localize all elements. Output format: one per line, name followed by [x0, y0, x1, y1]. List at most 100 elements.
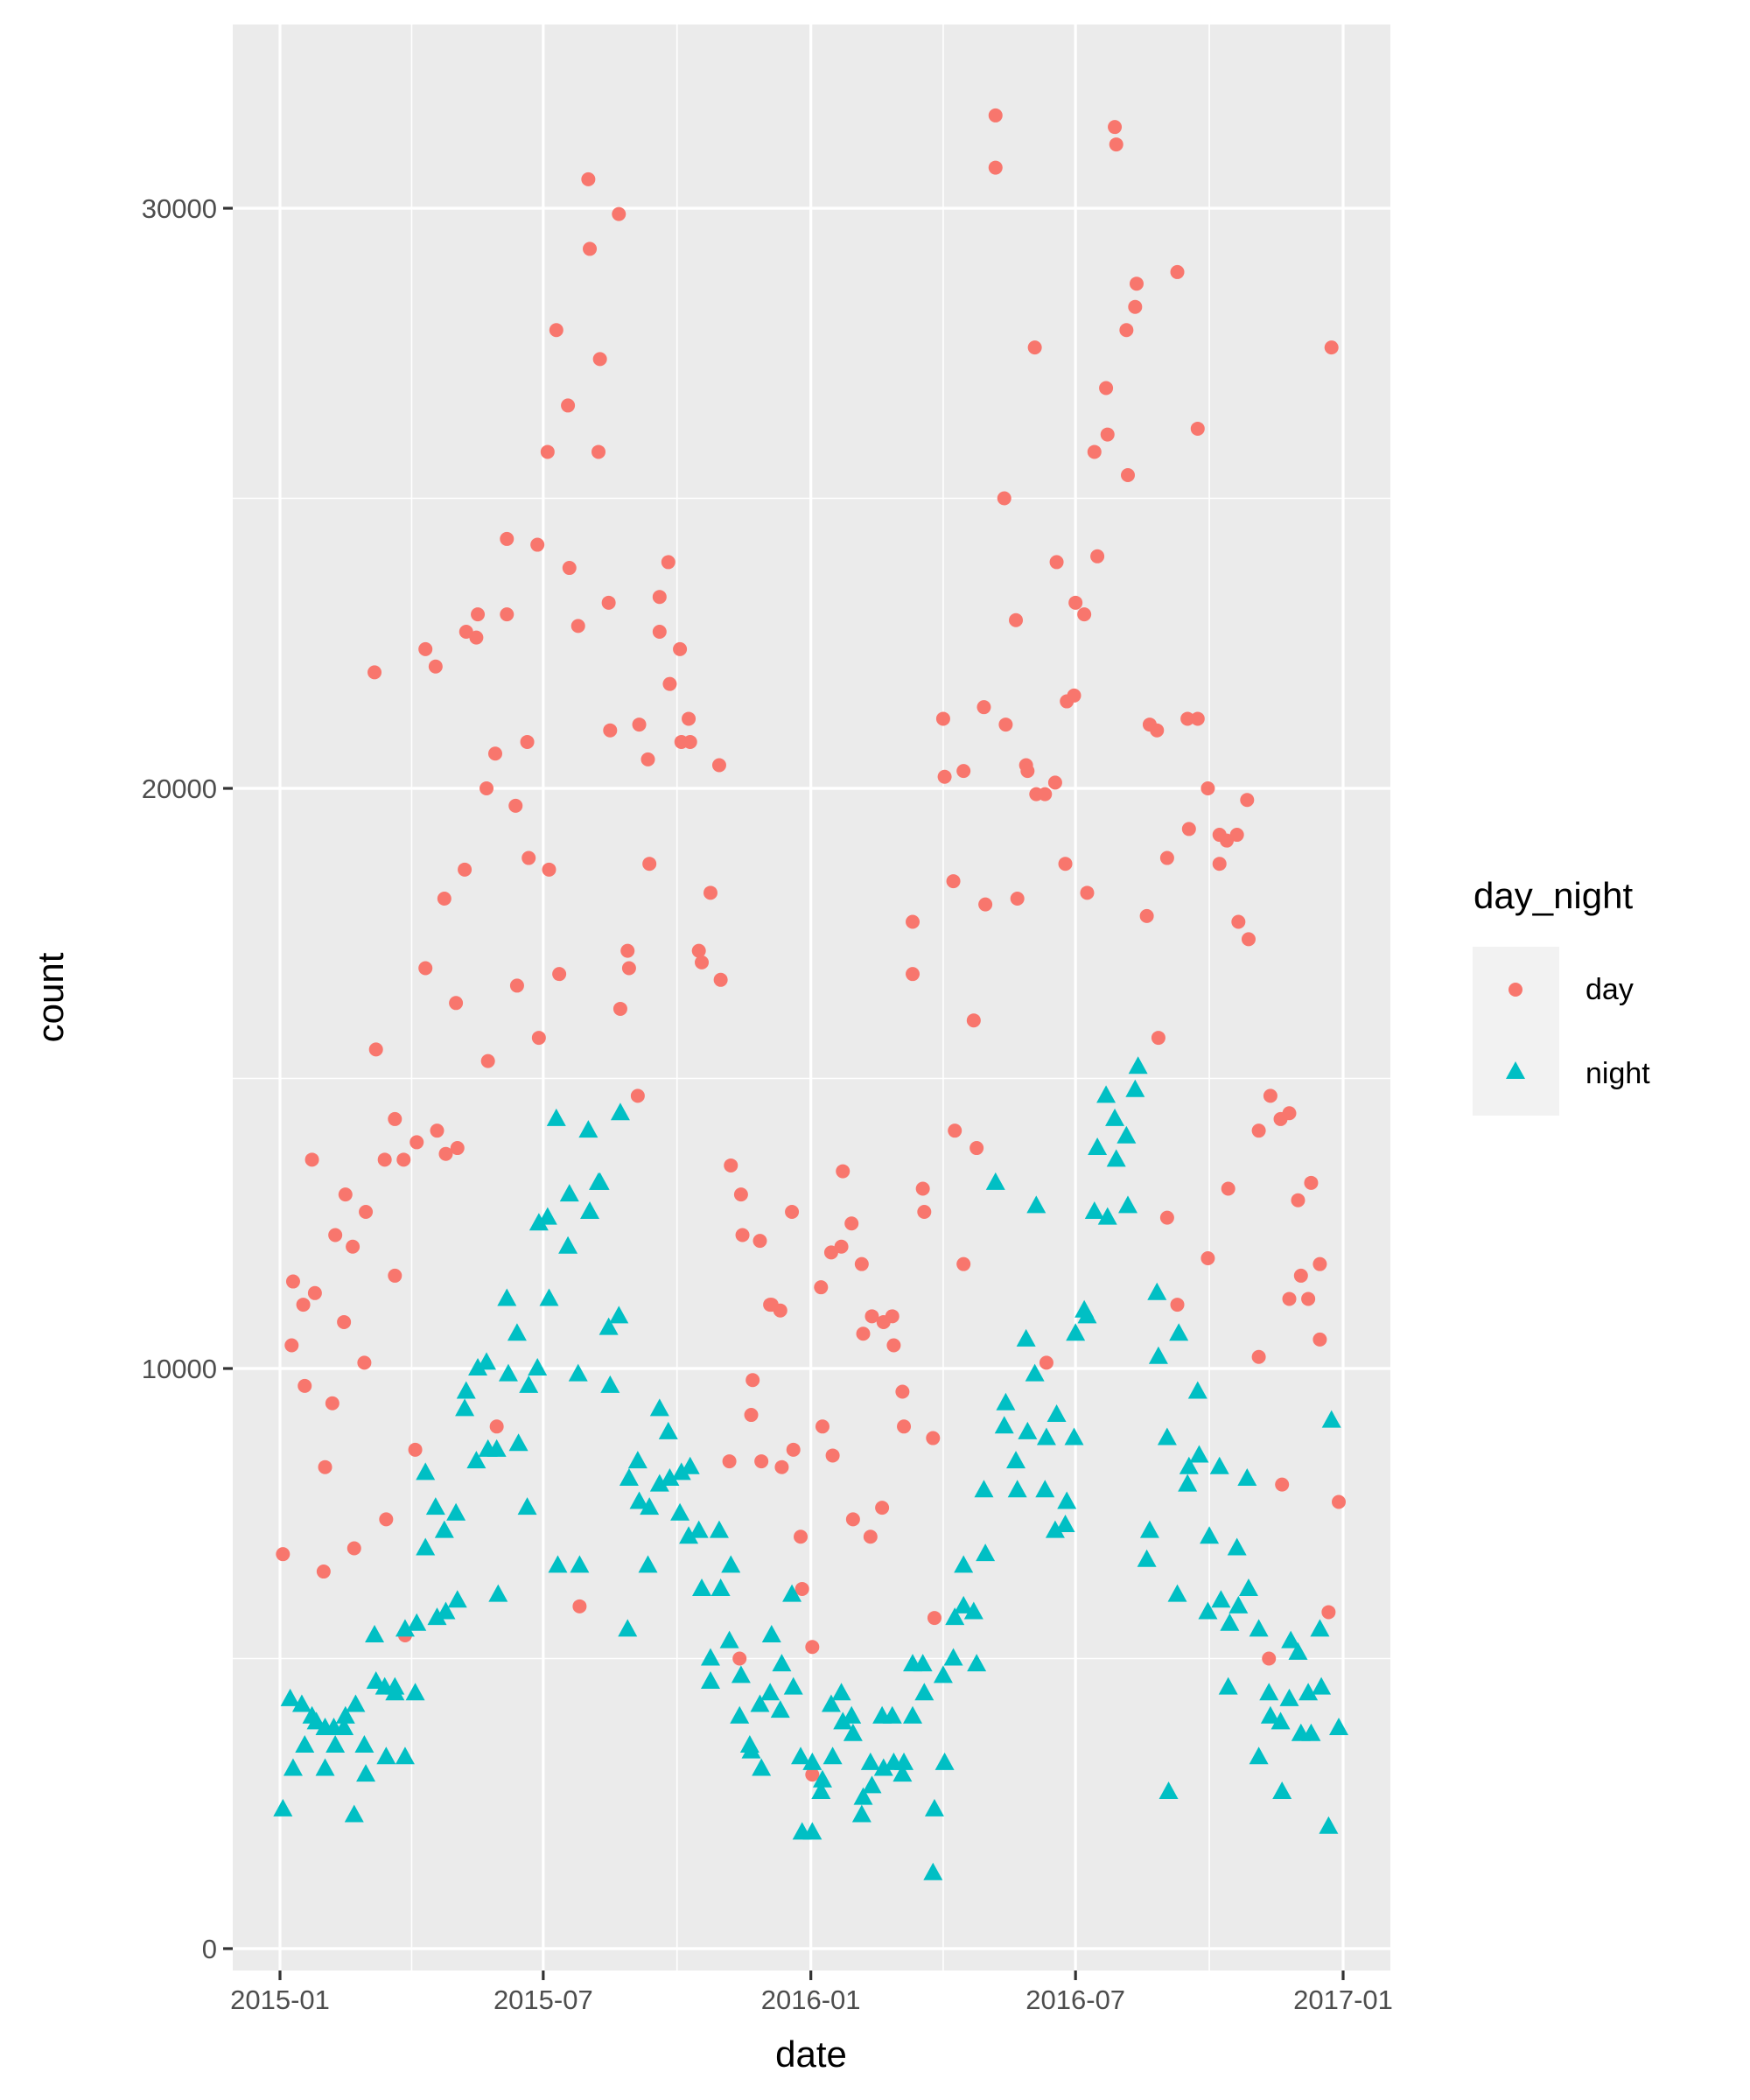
point-night [1249, 1746, 1269, 1765]
point-night [578, 1120, 598, 1138]
point-night [1088, 1138, 1108, 1156]
point-night [1228, 1595, 1249, 1614]
point-day [988, 108, 1003, 122]
point-night [1045, 1520, 1065, 1538]
point-day [935, 711, 950, 726]
point-day [471, 607, 486, 622]
point-day [1312, 1256, 1327, 1271]
point-night [1139, 1520, 1159, 1538]
point-night [1057, 1491, 1077, 1509]
point-day [1221, 1181, 1236, 1196]
point-night [710, 1578, 731, 1596]
point-day [379, 1512, 394, 1527]
point-night [354, 1734, 374, 1753]
point-night [405, 1683, 425, 1701]
point-night [610, 1102, 630, 1121]
point-night [761, 1624, 781, 1642]
point-day [895, 1384, 910, 1399]
point-night [679, 1526, 699, 1544]
point-night [894, 1752, 914, 1770]
point-night [365, 1624, 385, 1642]
point-day [774, 1460, 789, 1474]
point-day [307, 1285, 322, 1300]
point-day [926, 1431, 941, 1446]
point-night [1237, 1467, 1257, 1486]
point-night [1064, 1427, 1084, 1446]
point-night [315, 1758, 335, 1776]
point-day [997, 491, 1012, 506]
point-night [486, 1438, 507, 1457]
point-day [296, 1298, 311, 1312]
point-night [1125, 1079, 1145, 1097]
point-night [507, 1323, 527, 1341]
y-tick-label: 30000 [142, 193, 217, 224]
point-day [1312, 1332, 1327, 1347]
point-night [498, 1363, 518, 1382]
point-day [1324, 340, 1339, 355]
point-day [1200, 781, 1215, 795]
point-night [1321, 1410, 1341, 1428]
point-night [994, 1416, 1014, 1434]
point-day [897, 1419, 912, 1434]
point-day [1121, 467, 1136, 482]
point-night [923, 1862, 943, 1880]
point-night [843, 1723, 863, 1741]
point-night [1016, 1328, 1036, 1347]
point-night [783, 1676, 803, 1695]
point-day [592, 352, 607, 367]
x-tick-label: 2017-01 [1293, 1984, 1393, 2015]
point-day [854, 1256, 869, 1271]
point-day [1282, 1292, 1297, 1306]
point-day [450, 1141, 465, 1156]
point-day [570, 619, 585, 634]
point-day [754, 1454, 769, 1469]
point-night [280, 1688, 300, 1706]
point-day [325, 1396, 340, 1410]
point-day [744, 1408, 759, 1423]
point-night [700, 1671, 720, 1690]
point-day [732, 1651, 747, 1666]
point-night [356, 1764, 376, 1782]
point-day [794, 1581, 809, 1596]
point-night [1211, 1590, 1231, 1608]
point-day [834, 1239, 849, 1254]
point-day [396, 1152, 411, 1167]
point-day [682, 734, 697, 749]
point-night [924, 1798, 944, 1816]
point-day [927, 1611, 942, 1626]
point-day [1020, 764, 1035, 779]
point-day [864, 1309, 879, 1324]
point-night [802, 1822, 822, 1840]
point-night [860, 1752, 880, 1770]
point-night [831, 1683, 851, 1701]
point-day [1108, 120, 1123, 135]
point-day [1231, 914, 1246, 929]
point-day [1282, 1106, 1297, 1121]
point-day [410, 1135, 424, 1150]
point-day [1200, 1251, 1215, 1266]
point-day [430, 1124, 444, 1138]
point-night [913, 1654, 933, 1672]
point-night [1238, 1578, 1258, 1596]
point-day [337, 1314, 352, 1329]
point-day [620, 943, 635, 958]
point-night [528, 1358, 548, 1376]
point-night [395, 1619, 415, 1637]
point-night [1301, 1723, 1321, 1741]
legend-key-background [1473, 947, 1559, 1116]
point-night [791, 1746, 811, 1765]
point-day [509, 978, 524, 993]
point-night [546, 1108, 566, 1126]
point-day [1170, 1298, 1185, 1312]
point-day [1159, 850, 1174, 865]
point-day [691, 943, 706, 958]
point-night [436, 1601, 456, 1620]
point-night [291, 1694, 312, 1712]
point-night [456, 1381, 476, 1399]
point-night [752, 1758, 772, 1776]
point-night [709, 1520, 729, 1538]
point-day [1293, 1268, 1308, 1283]
point-day [1128, 299, 1143, 314]
point-day [1263, 1088, 1278, 1103]
point-night [945, 1607, 965, 1626]
